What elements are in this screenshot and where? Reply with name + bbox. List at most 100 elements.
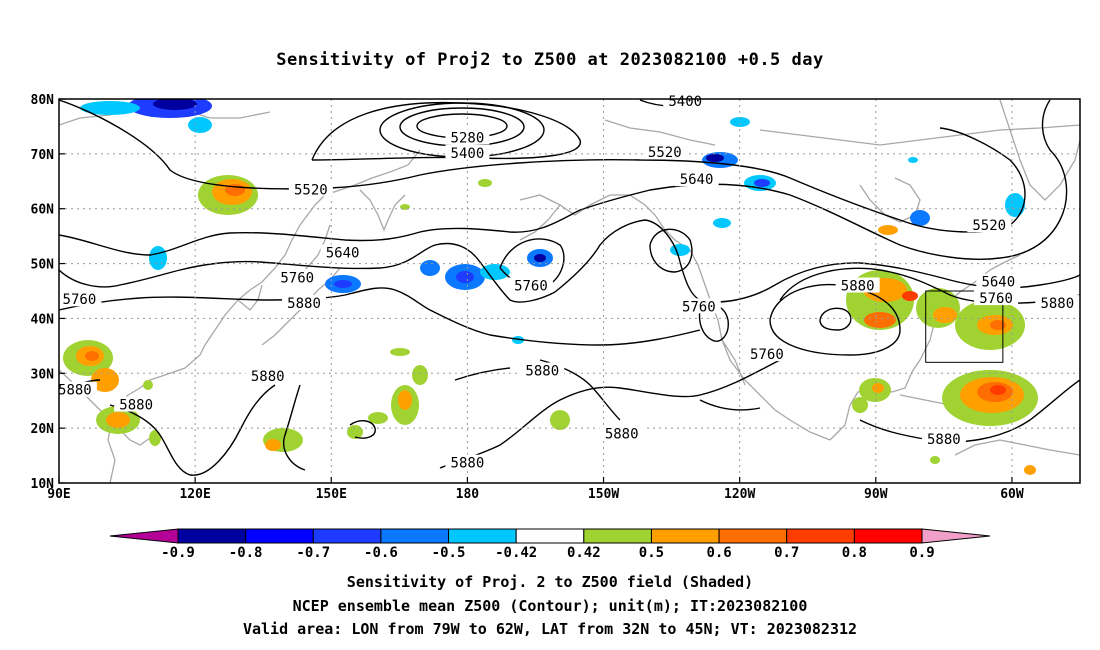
contour-label-bg [57, 291, 102, 307]
contour-label: 5880 [841, 279, 875, 295]
colorbar-tick-label: -0.6 [364, 545, 398, 560]
contour-label: 5640 [981, 275, 1015, 291]
contour-label-bg [245, 368, 290, 384]
colorbar-swatch [583, 528, 652, 544]
sensitivity-map: 5400528054005520552056405640552057605760… [31, 93, 1081, 560]
contour-label-bg [921, 431, 966, 447]
colorbar-swatch [448, 528, 517, 544]
contour-label: 5760 [514, 279, 548, 295]
contour-label-bg [288, 181, 333, 197]
footer-valid-area-caption: Valid area: LON from 79W to 62W, LAT fro… [242, 620, 858, 638]
contour-label-bg [114, 396, 159, 412]
z500-contours [59, 99, 1080, 476]
lon-tick-label: 90W [864, 487, 888, 502]
contour-label: 5760 [979, 291, 1013, 307]
contour-label: 5880 [119, 398, 153, 414]
chart-title: Sensitivity of Proj2 to Z500 at 20230821… [276, 50, 824, 70]
contour-label-bg [974, 290, 1019, 306]
lat-tick-label: 40N [31, 312, 55, 327]
contour-label-bg [445, 454, 490, 470]
lon-tick-label: 120W [724, 487, 755, 502]
contour-label: 5760 [750, 347, 784, 363]
footer-shading-caption: Sensitivity of Proj. 2 to Z500 field (Sh… [346, 573, 754, 591]
lat-tick-label: 50N [31, 258, 55, 273]
contour-label-bg [642, 144, 687, 160]
contour-label-bg [52, 381, 97, 397]
contour-label-bg [976, 273, 1021, 289]
contour-label: 5880 [451, 456, 485, 472]
lat-tick-label: 10N [31, 477, 55, 492]
contour-label-bg [1035, 295, 1080, 311]
colorbar-tick-label: -0.9 [161, 545, 195, 560]
contour-label: 5520 [294, 183, 328, 199]
lat-tick-label: 80N [31, 93, 55, 108]
lat-tick-label: 20N [31, 422, 55, 437]
colorbar-tick-label: 0.8 [842, 545, 867, 560]
contour-label: 5520 [648, 145, 682, 161]
colorbar-tick-label: -0.8 [229, 545, 263, 560]
contour-label: 5400 [668, 94, 702, 110]
contour-label-bg [967, 217, 1012, 233]
contour-label: 5280 [451, 130, 485, 146]
contour-labels: 5400528054005520552056405640552057605760… [52, 93, 1080, 472]
colorbar-tick-label: 0.9 [909, 545, 934, 560]
colorbar-tick-label: -0.42 [495, 545, 537, 560]
lon-axis: 90E 120E 150E 180 150W 120W 90W 60W [47, 477, 1024, 502]
lon-tick-label: 60W [1000, 487, 1024, 502]
contour-label: 5880 [927, 432, 961, 448]
colorbar-tick-label: 0.7 [774, 545, 799, 560]
contour-label: 5880 [1040, 296, 1074, 312]
contour-label: 5520 [972, 218, 1006, 234]
contour-label: 5880 [287, 296, 321, 312]
contour-label: 5880 [525, 364, 559, 380]
lon-tick-label: 180 [456, 487, 480, 502]
colorbar-tick-label: 0.6 [706, 545, 731, 560]
contour-label-bg [445, 144, 490, 160]
contour-label: 5760 [63, 292, 97, 308]
valid-area-box [925, 290, 1004, 363]
colorbar-tick-label: -0.5 [432, 545, 466, 560]
contour-label-bg [508, 277, 553, 293]
colorbar: -0.9 -0.8 -0.7 -0.6 -0.5 -0.42 0.42 0.5 0.6 0.7 0.… [109, 528, 991, 560]
colorbar-swatch [380, 528, 450, 544]
colorbar-tick-label: 0.42 [567, 545, 601, 560]
colorbar-swatch [786, 528, 855, 544]
contour-label: 5760 [280, 270, 314, 286]
contour-label-bg [674, 171, 719, 187]
contour-label-bg [445, 129, 490, 145]
contour-label-bg [676, 298, 721, 314]
contour-label-bg [275, 269, 320, 285]
colorbar-swatch [515, 528, 585, 544]
contour-label-bg [744, 346, 789, 362]
colorbar-swatch [177, 528, 247, 544]
footer-contour-caption: NCEP ensemble mean Z500 (Contour); unit(… [292, 597, 808, 615]
contour-label: 5880 [251, 369, 285, 385]
colorbar-low-arrow [109, 528, 179, 544]
colorbar-swatch [853, 528, 923, 544]
contour-label: 5640 [326, 246, 360, 262]
contour-label: 5760 [682, 299, 716, 315]
contour-label: 5880 [605, 427, 639, 443]
colorbar-swatch [245, 528, 314, 544]
lon-tick-label: 150E [316, 487, 347, 502]
lat-tick-label: 30N [31, 367, 55, 382]
lon-tick-label: 150W [588, 487, 619, 502]
lon-tick-label: 120E [179, 487, 210, 502]
contour-label-bg [599, 425, 644, 441]
lat-axis: 80N 70N 60N 50N 40N 30N 20N 10N [31, 93, 65, 492]
lat-tick-label: 70N [31, 148, 55, 163]
contour-label: 5640 [680, 172, 714, 188]
colorbar-swatch [312, 528, 382, 544]
lon-tick-label: 90E [47, 487, 70, 502]
lat-tick-label: 60N [31, 203, 55, 218]
contour-label-bg [282, 295, 327, 311]
colorbar-tick-label: -0.7 [296, 545, 330, 560]
contour-label-bg [520, 362, 565, 378]
colorbar-tick-label: 0.5 [639, 545, 664, 560]
contour-label-bg [320, 244, 365, 260]
colorbar-swatch [718, 528, 788, 544]
colorbar-swatch [650, 528, 720, 544]
contour-label-bg [663, 93, 708, 109]
map-frame [58, 98, 1081, 484]
contour-label: 5400 [451, 146, 485, 162]
